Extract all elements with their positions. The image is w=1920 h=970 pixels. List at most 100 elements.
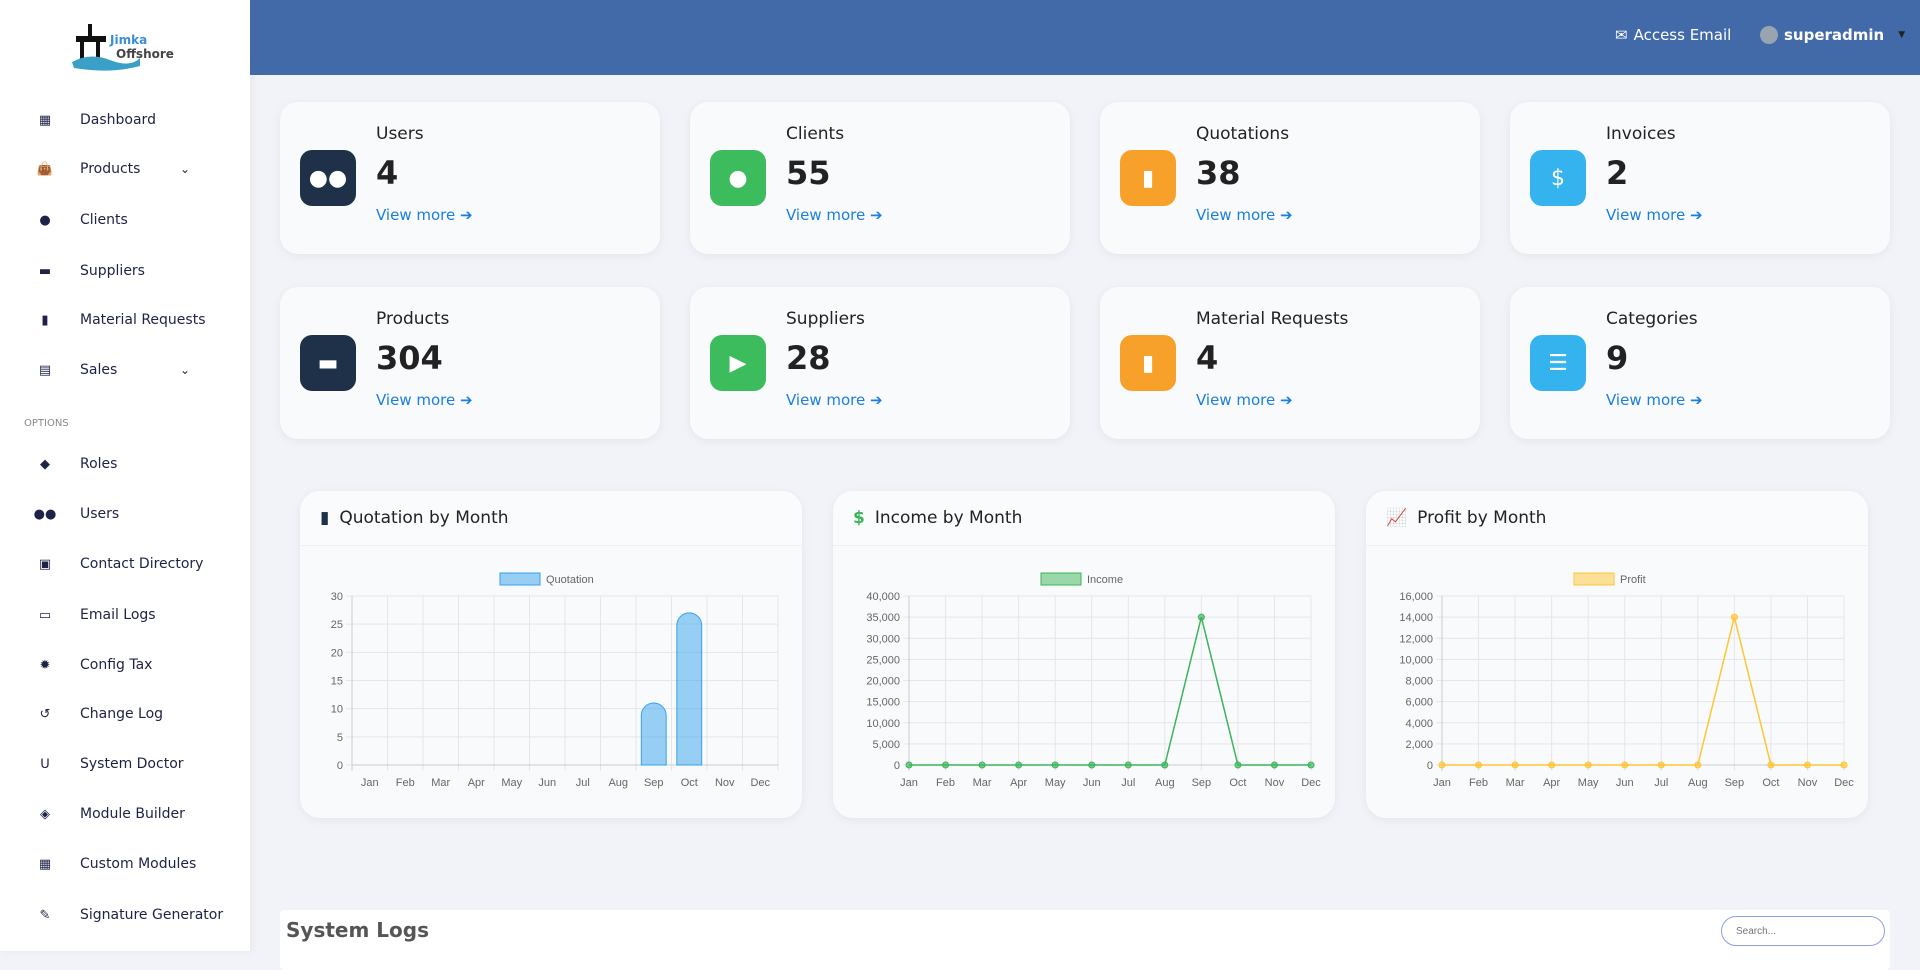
bar [676, 612, 703, 766]
sidebar-item-label: Signature Generator [80, 907, 224, 923]
users-icon: ●● [33, 506, 57, 522]
view-more-link[interactable]: View more ➔ [376, 391, 473, 409]
data-point [1197, 613, 1205, 621]
stat-title: Invoices [1606, 124, 1676, 144]
y-tick-label: 12,000 [1399, 633, 1433, 645]
x-tick-label: Jun [538, 777, 556, 789]
view-more-link[interactable]: View more ➔ [786, 206, 883, 224]
stethoscope-icon: ᑌ [40, 756, 50, 772]
legend-label: Income [1087, 574, 1123, 586]
x-tick-label: May [1045, 777, 1066, 789]
chart: 0 5 10 15 20 25 30 Jan Feb Mar Apr May Jun Jul Aug Sep O… [331, 572, 779, 789]
sidebar-item-change-log[interactable]: ↺ Change Log [0, 694, 250, 734]
sidebar-item-label: Dashboard [80, 112, 156, 128]
chart-header: ▮ Quotation by Month [300, 491, 802, 546]
sidebar-item-system-doctor[interactable]: ᑌ System Doctor [0, 744, 250, 784]
x-tick-label: Jun [1083, 777, 1101, 789]
user-lock-icon: ◆ [40, 456, 50, 472]
series-line [1442, 616, 1844, 766]
sidebar-item-label: Module Builder [80, 806, 185, 822]
sidebar-item-suppliers[interactable]: ▬ Suppliers [0, 251, 250, 291]
view-more-link[interactable]: View more ➔ [786, 391, 883, 409]
sidebar-item-config-tax[interactable]: ✹ Config Tax [0, 645, 250, 685]
bag-icon: 👜 [36, 161, 54, 177]
x-tick-label: Jun [1616, 777, 1634, 789]
data-point [1584, 761, 1592, 769]
x-tick-label: Dec [750, 777, 770, 789]
user-menu[interactable]: superadmin ▼ [1760, 26, 1905, 44]
sidebar-item-clients[interactable]: ● Clients [0, 200, 250, 240]
view-more-link[interactable]: View more ➔ [1196, 206, 1293, 224]
chart-title: Profit by Month [1417, 508, 1547, 528]
view-more-link[interactable]: View more ➔ [1606, 391, 1703, 409]
sidebar-item-dashboard[interactable]: ▦ Dashboard [0, 100, 250, 140]
y-tick-label: 25 [331, 619, 343, 631]
access-email-link[interactable]: ✉ Access Email [1615, 26, 1731, 44]
x-tick-label: Dec [1301, 777, 1321, 789]
y-tick-label: 2,000 [1405, 739, 1433, 751]
stat-value: 4 [376, 154, 399, 192]
x-tick-label: Feb [936, 777, 955, 789]
sidebar-item-products[interactable]: 👜 Products ⌄ [0, 149, 250, 189]
x-tick-label: Aug [1155, 777, 1175, 789]
x-tick-label: Jul [1654, 777, 1668, 789]
x-tick-label: Jul [576, 777, 590, 789]
logs-search-input[interactable] [1721, 916, 1885, 946]
sidebar-item-signature-generator[interactable]: ✎ Signature Generator [0, 895, 250, 935]
legend-label: Profit [1620, 574, 1646, 586]
arrow-right-icon: ➔ [460, 391, 473, 409]
stat-card-categories: ☰ Categories 9 View more ➔ [1510, 287, 1890, 439]
chart-title: Quotation by Month [339, 508, 509, 528]
data-point [1015, 761, 1023, 769]
sidebar-item-label: Products [80, 161, 141, 177]
sidebar-item-material-requests[interactable]: ▮ Material Requests [0, 300, 250, 340]
sidebar-item-users[interactable]: ●● Users [0, 494, 250, 534]
chart-line-icon: 📈 [1386, 508, 1408, 528]
x-tick-label: Nov [1265, 777, 1285, 789]
legend-swatch [1573, 572, 1615, 586]
stat-value: 304 [376, 339, 443, 377]
legend-swatch [1040, 572, 1082, 586]
stat-value: 38 [1196, 154, 1241, 192]
caret-down-icon: ▼ [1898, 30, 1906, 40]
layers-icon: ◈ [40, 806, 50, 822]
box-icon: ▬ [38, 263, 52, 279]
stat-card-users: ●● Users 4 View more ➔ [280, 102, 660, 254]
arrow-right-icon: ➔ [1690, 391, 1703, 409]
data-point [1730, 613, 1738, 621]
sidebar-item-module-builder[interactable]: ◈ Module Builder [0, 794, 250, 834]
y-tick-label: 8,000 [1405, 676, 1433, 688]
x-tick-label: Sep [1192, 777, 1212, 789]
sidebar-item-label: Config Tax [80, 657, 153, 673]
x-tick-label: Nov [1798, 777, 1818, 789]
sidebar-item-label: Email Logs [80, 607, 156, 623]
address-book-icon: ▣ [38, 556, 52, 572]
stat-card-material-requests: ▮ Material Requests 4 View more ➔ [1100, 287, 1480, 439]
chart-card-2: 📈 Profit by Month 0 2,000 4,000 6,000 8,000 10,… [1366, 491, 1868, 818]
y-tick-label: 4,000 [1405, 718, 1433, 730]
invoice-icon: $ [1530, 150, 1586, 206]
box-icon: ▬ [300, 335, 356, 391]
view-more-link[interactable]: View more ➔ [1196, 391, 1293, 409]
y-tick-label: 10,000 [866, 718, 900, 730]
sidebar-item-label: Material Requests [80, 312, 206, 328]
view-more-link[interactable]: View more ➔ [1606, 206, 1703, 224]
y-tick-label: 14,000 [1399, 612, 1433, 624]
sidebar-item-contact-directory[interactable]: ▣ Contact Directory [0, 544, 250, 584]
file-icon: ▮ [1120, 335, 1176, 391]
data-point [1124, 761, 1132, 769]
svg-text:Jimka: Jimka [109, 33, 147, 47]
x-tick-label: May [501, 777, 522, 789]
logo[interactable]: Jimka Offshore [70, 22, 185, 72]
sidebar-item-email-logs[interactable]: ▭ Email Logs [0, 595, 250, 635]
sidebar-item-roles[interactable]: ◆ Roles [0, 444, 250, 484]
bar [640, 702, 667, 766]
x-tick-label: Apr [1543, 777, 1560, 789]
sidebar-item-label: Sales [80, 362, 118, 378]
view-more-link[interactable]: View more ➔ [376, 206, 473, 224]
sidebar-item-sales[interactable]: ▤ Sales ⌄ [0, 350, 250, 390]
sidebar-item-custom-modules[interactable]: ▦ Custom Modules [0, 844, 250, 884]
data-point [1475, 761, 1483, 769]
system-logs-title: System Logs [286, 918, 429, 942]
x-tick-label: Mar [1506, 777, 1525, 789]
